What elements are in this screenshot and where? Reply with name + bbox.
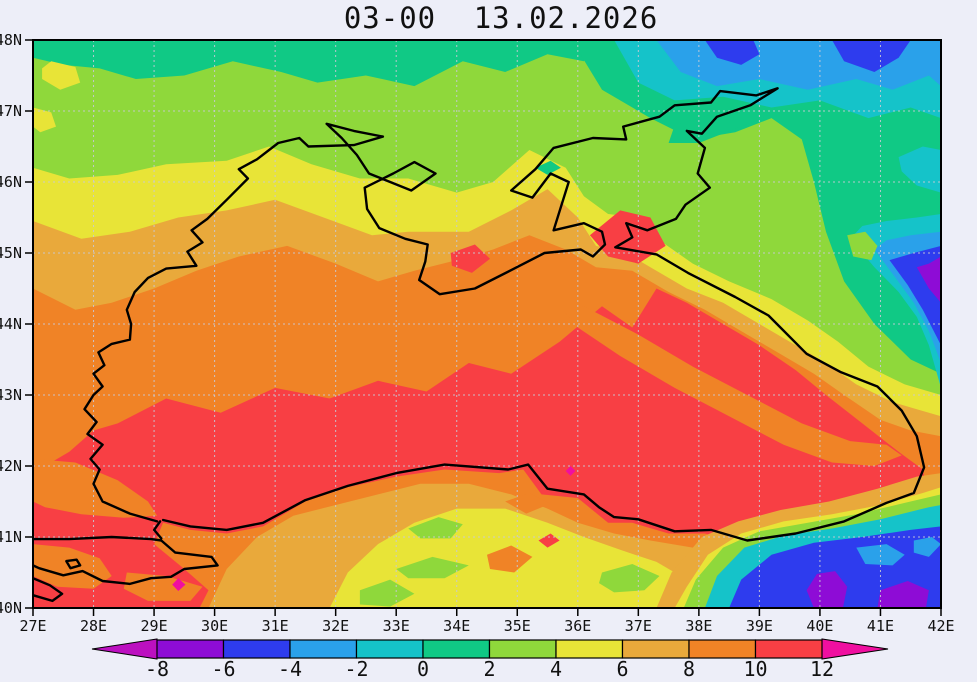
contour-region-ne-emerald bbox=[571, 40, 941, 374]
colorbar-cell-yellow bbox=[555, 639, 624, 659]
contour-region-sea-red bbox=[33, 288, 926, 608]
colorbar-cell-emerald bbox=[422, 639, 491, 659]
colorbar-cell-cyan bbox=[355, 639, 424, 659]
coastline bbox=[33, 87, 926, 603]
colorbar-tick-label: -4 bbox=[278, 657, 302, 681]
contour-region-nw-yellow-2 bbox=[33, 107, 56, 133]
lon-tick-label: 28E bbox=[80, 617, 107, 635]
coastline-marmara-island bbox=[65, 558, 82, 570]
colorbar-cell-red bbox=[754, 639, 823, 659]
title-time: 03-00 bbox=[344, 1, 436, 35]
coastline-black-sea-azov bbox=[83, 87, 926, 542]
contour-region-teal-top bbox=[33, 40, 596, 87]
contour-region-orange-blob-a bbox=[487, 545, 533, 573]
lon-tick-label: 33E bbox=[383, 617, 410, 635]
lat-tick-label: 43N bbox=[0, 386, 22, 404]
title-date: 13.02.2026 bbox=[474, 1, 659, 35]
colorbar-tick-label: -8 bbox=[145, 657, 169, 681]
colorbar-cell-purple bbox=[156, 639, 225, 659]
lon-tick-label: 31E bbox=[262, 617, 289, 635]
lat-tick-label: 41N bbox=[0, 528, 22, 546]
contour-region-orange-lens-east bbox=[565, 306, 902, 466]
colorbar-tick-label: 0 bbox=[417, 657, 429, 681]
lat-tick-label: 46N bbox=[0, 173, 22, 191]
contour-region-edge-cyan-patch bbox=[898, 146, 941, 193]
lat-tick-label: 48N bbox=[0, 31, 22, 49]
colorbar-cell-blue bbox=[222, 639, 291, 659]
contour-region-green-blob-d bbox=[599, 564, 660, 593]
colorbar-tick-label: 2 bbox=[483, 657, 495, 681]
coastline-gallipoli bbox=[33, 577, 64, 603]
lon-tick-label: 35E bbox=[504, 617, 531, 635]
lat-tick-label: 40N bbox=[0, 599, 22, 617]
contour-region-taganrog-emerald bbox=[668, 89, 784, 143]
graticule bbox=[33, 40, 941, 608]
lon-tick-label: 36E bbox=[564, 617, 591, 635]
lat-tick-label: 45N bbox=[0, 244, 22, 262]
colorbar-tick-label: 6 bbox=[616, 657, 628, 681]
contour-region-kerch-red bbox=[589, 210, 666, 264]
contour-region-se-purple-2 bbox=[877, 581, 929, 608]
contour-region-magenta-diamond bbox=[172, 578, 186, 591]
contour-region-blue-ne-east bbox=[832, 40, 911, 72]
colorbar-cell-green bbox=[488, 639, 557, 659]
colorbar-legend: -8 -6 -4 -2 0 2 4 6 8 10 12 bbox=[91, 638, 889, 681]
contour-region-coast-magenta-dot bbox=[565, 466, 576, 476]
colorbar-right-arrow bbox=[821, 638, 889, 660]
coastline-bosphorus bbox=[152, 520, 163, 540]
lon-tick-label: 29E bbox=[141, 617, 168, 635]
lat-tick-label: 44N bbox=[0, 315, 22, 333]
lon-tick-label: 30E bbox=[201, 617, 228, 635]
lat-tick-label: 47N bbox=[0, 102, 22, 120]
lon-tick-label: 40E bbox=[806, 617, 833, 635]
lon-tick-label: 27E bbox=[19, 617, 46, 635]
lat-tick-label: 42N bbox=[0, 457, 22, 475]
colorbar-tick-label: 12 bbox=[810, 657, 834, 681]
lon-tick-label: 39E bbox=[746, 617, 773, 635]
colorbar-tick-label: -2 bbox=[344, 657, 368, 681]
contour-region-blue-ne-west bbox=[704, 40, 760, 65]
contour-region-green-blob-b bbox=[396, 556, 469, 579]
contour-region-crimea-red bbox=[450, 244, 490, 273]
contour-region-green-blob-c bbox=[359, 579, 415, 607]
lon-tick-label: 41E bbox=[867, 617, 894, 635]
coastline-marmara bbox=[33, 535, 219, 586]
contour-region-orange-blob-b bbox=[505, 493, 551, 514]
colorbar-tick-label: 10 bbox=[743, 657, 767, 681]
lon-tick-label: 37E bbox=[625, 617, 652, 635]
colorbar-left-arrow bbox=[91, 638, 158, 660]
colorbar-cell-orange bbox=[688, 639, 757, 659]
colorbar-tick-label: 4 bbox=[550, 657, 562, 681]
lon-tick-label: 32E bbox=[322, 617, 349, 635]
lon-tick-label: 38E bbox=[685, 617, 712, 635]
axis-ticks-and-labels: 40N 41N 42N 43N 44N 45N 46N 47N 48N 27E 28E 29E 30E 3… bbox=[0, 31, 955, 635]
contour-region-green-blob-a bbox=[408, 517, 463, 539]
contour-region-se-lightblue-1 bbox=[856, 544, 905, 566]
contour-region-se-lightblue-2 bbox=[913, 537, 941, 557]
contour-region-nw-yellow-1 bbox=[42, 61, 81, 90]
colorbar-tick-label: 8 bbox=[683, 657, 695, 681]
contour-region-sivash-teal bbox=[535, 160, 561, 175]
lon-tick-label: 34E bbox=[443, 617, 470, 635]
contour-region-core-purple bbox=[916, 256, 941, 303]
colorbar-tick-label: -6 bbox=[211, 657, 235, 681]
colorbar-cell-gold bbox=[621, 639, 690, 659]
colorbar-cell-lightblue bbox=[289, 639, 358, 659]
lon-tick-label: 42E bbox=[927, 617, 954, 635]
contour-region-se-purple-1 bbox=[806, 571, 848, 608]
